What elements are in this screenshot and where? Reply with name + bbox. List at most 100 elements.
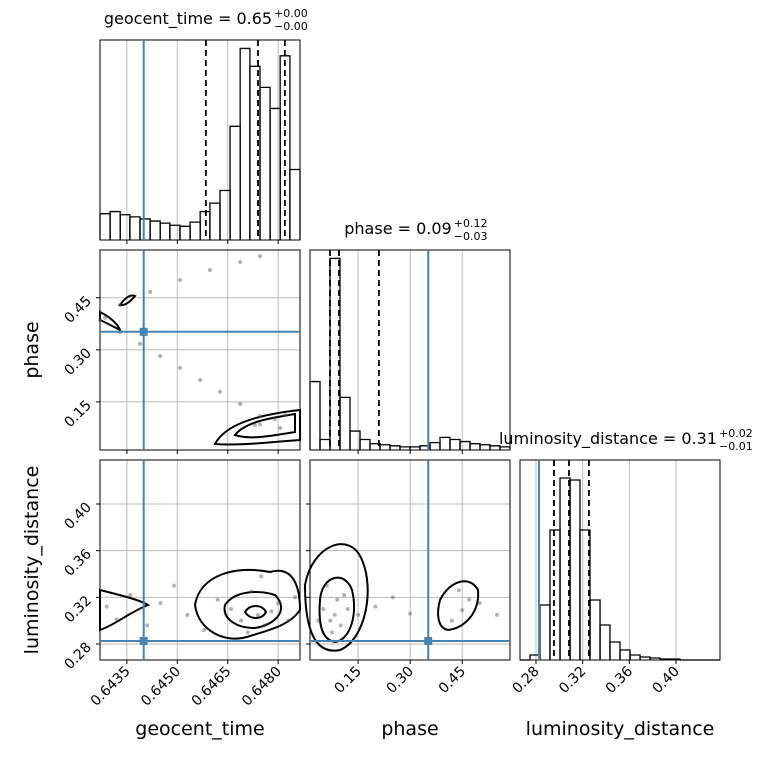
sample-point (390, 595, 395, 600)
title-sub: −0.01 (719, 440, 753, 453)
x-axis-label: luminosity_distance (526, 718, 715, 740)
truth-marker (139, 636, 148, 645)
histogram-bar (449, 438, 461, 450)
histogram-bar (429, 441, 441, 450)
sample-point (158, 601, 163, 606)
sample-point (332, 612, 337, 617)
histogram-bar (139, 218, 151, 240)
histogram-bar (269, 107, 281, 240)
sample-point (114, 617, 119, 622)
histogram-bar (599, 624, 611, 660)
sample-point (321, 607, 326, 612)
panel-title: luminosity_distance = 0.31 (499, 429, 717, 449)
contour (99, 310, 122, 333)
histogram-bar (569, 479, 581, 660)
sample-point (207, 267, 212, 272)
sample-point (342, 593, 347, 598)
sample-point (316, 618, 321, 623)
x-tick-label: 0.6450 (138, 664, 184, 710)
histogram-bar (259, 86, 271, 240)
x-tick-label: 0.6465 (189, 664, 235, 710)
sample-point (345, 607, 350, 612)
histogram-bar (539, 604, 551, 660)
sample-point (215, 597, 220, 602)
sample-point (258, 254, 262, 259)
sample-point (449, 618, 454, 623)
sample-point (272, 417, 277, 422)
y-tick-label: 0.15 (61, 397, 94, 430)
background-layer (100, 40, 677, 660)
histogram-bar (619, 649, 631, 660)
histogram-bar (189, 221, 201, 240)
histogram-bar (629, 654, 641, 660)
contour (318, 576, 356, 644)
histogram-bar (609, 641, 621, 660)
sample-point (269, 609, 274, 614)
histogram-bar (169, 224, 181, 240)
sample-point (328, 618, 333, 623)
sample-point (178, 365, 182, 370)
contour (243, 605, 268, 619)
y-axis-label: luminosity_distance (21, 466, 43, 655)
sample-point (477, 601, 482, 606)
contour (233, 412, 296, 439)
x-tick-label: 0.6435 (88, 664, 134, 710)
panel-frame (99, 459, 301, 661)
sample-point (148, 289, 153, 294)
sample-point (255, 612, 260, 617)
sample-point (324, 583, 329, 588)
y-tick-label: 0.28 (61, 640, 94, 673)
sample-point (456, 588, 461, 593)
title-sup: +0.00 (274, 7, 308, 20)
sample-point (408, 611, 413, 616)
sample-point (239, 618, 244, 623)
truth-marker (139, 327, 148, 336)
histogram-bar (219, 189, 231, 240)
x-tick-label: 0.30 (384, 664, 417, 697)
histogram-bar (479, 444, 491, 450)
sample-point (258, 422, 262, 427)
histogram-bar (229, 125, 241, 240)
sample-point (185, 612, 190, 617)
contour (99, 588, 151, 632)
sample-point (278, 425, 283, 430)
sample-point (118, 303, 123, 308)
y-tick-label: 0.36 (61, 546, 94, 579)
histogram-bar (129, 216, 141, 240)
histogram-bar (389, 445, 401, 450)
histogram-bar (379, 444, 391, 450)
x-tick-label: 0.45 (436, 664, 469, 697)
x-tick-label: 0.6480 (239, 664, 285, 710)
sample-point (103, 315, 108, 320)
histogram-bar (359, 438, 371, 450)
sample-point (494, 612, 499, 617)
panel-title: geocent_time = 0.65 (104, 9, 272, 29)
sample-point (276, 601, 281, 606)
histogram-bar (99, 213, 111, 240)
sample-point (262, 623, 267, 628)
sample-point (238, 259, 243, 264)
sample-point (258, 414, 262, 419)
sample-point (373, 604, 378, 609)
sample-point (198, 378, 203, 383)
sample-point (178, 278, 182, 283)
x-tick-label: 0.36 (603, 663, 636, 696)
x-tick-label: 0.32 (556, 664, 589, 697)
title-sup: +0.02 (719, 427, 753, 440)
y-tick-label: 0.32 (61, 593, 94, 626)
sample-point (467, 597, 472, 602)
sample-point (202, 628, 207, 633)
sample-point (252, 423, 257, 428)
truth-marker (424, 636, 433, 645)
histogram-bar (499, 446, 511, 450)
sample-point (218, 389, 222, 394)
contour (303, 543, 369, 652)
histogram-bar (579, 529, 591, 660)
sample-point (104, 604, 109, 609)
sample-point (98, 317, 102, 322)
contour (223, 591, 283, 630)
histogram-bar (239, 47, 251, 240)
sample-point (128, 593, 133, 598)
x-tick-label: 0.40 (649, 664, 682, 697)
